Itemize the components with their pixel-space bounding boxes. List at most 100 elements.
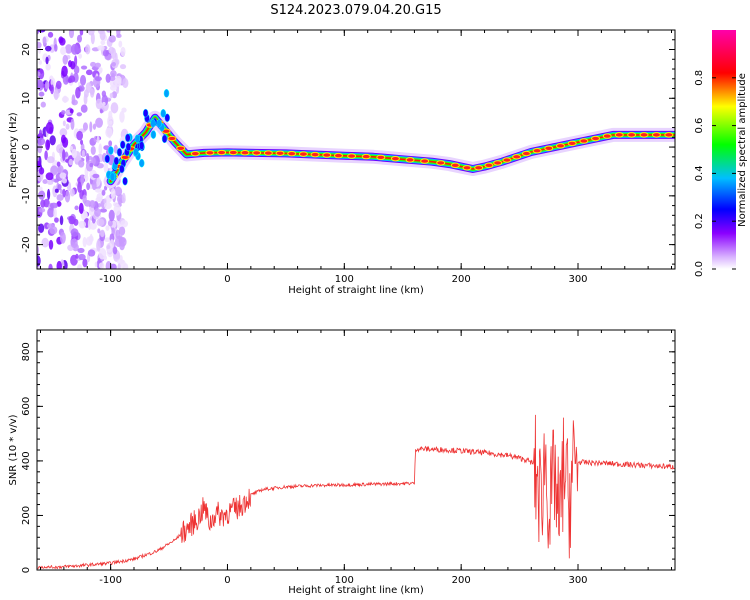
noise-speck [48, 239, 54, 250]
noise-speck [59, 231, 66, 244]
noise-speck [97, 228, 101, 234]
noise-speck [96, 135, 100, 144]
noise-speck [119, 241, 125, 251]
noise-speck [64, 44, 73, 54]
ridge-blob [512, 154, 522, 160]
ridge-halo [103, 110, 675, 189]
noise-speck [96, 239, 101, 252]
noise-speck [100, 39, 106, 46]
noise-speck [73, 65, 80, 74]
noise-speck [38, 167, 45, 175]
transition-blob [138, 158, 145, 168]
ridge-blob [275, 150, 285, 157]
ridge-blob [390, 155, 400, 162]
ridge-blob [484, 162, 494, 169]
ridge-blob [555, 143, 565, 149]
transition-blob [125, 142, 132, 152]
noise-speck [111, 62, 117, 67]
noise-speck [57, 165, 64, 174]
snr-y-tick-label: 600 [21, 397, 32, 416]
ridge-blob [493, 160, 503, 166]
spectrogram-y-tick-label: 10 [21, 92, 32, 105]
ridge-blob [287, 150, 297, 157]
transition-blob [150, 118, 156, 128]
noise-speck [77, 247, 85, 253]
ridge-blob [627, 132, 637, 138]
noise-speck [98, 262, 105, 269]
ridge-blob [532, 148, 542, 154]
noise-speck [94, 76, 102, 82]
noise-speck [119, 64, 127, 70]
transition-blob [138, 141, 145, 150]
noise-speck [106, 30, 112, 33]
snr-x-ticks: -100 0 100 200 300 [40, 330, 672, 586]
noise-speck [78, 53, 83, 59]
noise-speck [61, 177, 68, 184]
transition-blob [119, 164, 125, 174]
noise-speck [77, 48, 82, 54]
noise-speck [68, 30, 75, 39]
noise-speck [40, 101, 46, 108]
noise-speck [80, 65, 88, 70]
ridge-blob [361, 153, 371, 160]
noise-speck [78, 202, 84, 215]
ridge-blob [252, 150, 262, 156]
noise-speck [89, 200, 96, 208]
noise-speck [41, 237, 49, 248]
transition-blob [156, 119, 162, 128]
noise-speck [119, 111, 125, 123]
noise-speck [80, 104, 88, 113]
noise-speck [76, 34, 83, 43]
noise-speck [59, 215, 64, 226]
spectrogram-x-tick-label: -100 [99, 274, 122, 285]
noise-speck [113, 204, 121, 216]
noise-speck [44, 80, 50, 90]
ridge-blob [240, 150, 250, 156]
noise-speck [106, 244, 111, 250]
noise-speck [70, 228, 79, 237]
noise-speck [59, 37, 66, 46]
noise-speck [53, 178, 59, 183]
noise-speck [45, 122, 54, 134]
noise-speck [101, 189, 106, 196]
colorbar-gradient [712, 30, 736, 269]
noise-speck [120, 46, 126, 57]
noise-speck [99, 30, 106, 41]
noise-speck [103, 198, 107, 204]
noise-speck [46, 180, 54, 185]
spectrogram-frame [36, 29, 676, 270]
noise-speck [56, 194, 64, 201]
noise-speck [99, 229, 105, 238]
noise-speck [95, 117, 103, 128]
noise-speck [110, 102, 119, 114]
ridge-blob [521, 150, 531, 157]
noise-speck [108, 120, 113, 125]
ridge-blob [376, 154, 386, 161]
spectrogram-x-tick-label: 200 [452, 274, 471, 285]
noise-speck [89, 162, 94, 168]
noise-speck [81, 149, 85, 158]
noise-speck [87, 218, 92, 231]
noise-speck [62, 188, 66, 198]
noise-speck [37, 71, 41, 77]
noise-speck [118, 40, 123, 48]
noise-speck [105, 127, 113, 138]
ridge-blob [347, 153, 357, 159]
noise-speck [38, 223, 45, 233]
noise-speck [37, 142, 43, 154]
snr-y-tick-label: 0 [21, 567, 32, 573]
noise-speck [118, 237, 126, 243]
noise-speck [120, 220, 129, 228]
colorbar-tick-label: 0.0 [694, 261, 705, 277]
noise-speck [75, 87, 81, 99]
noise-speck [37, 79, 44, 91]
noise-speck [109, 84, 118, 91]
ridge-blob [462, 165, 472, 171]
transition-blob [122, 176, 128, 186]
transition-blob [163, 89, 170, 98]
noise-speck [80, 174, 85, 185]
noise-speck [38, 129, 42, 137]
noise-speck [60, 46, 67, 55]
transition-blob [133, 147, 139, 157]
